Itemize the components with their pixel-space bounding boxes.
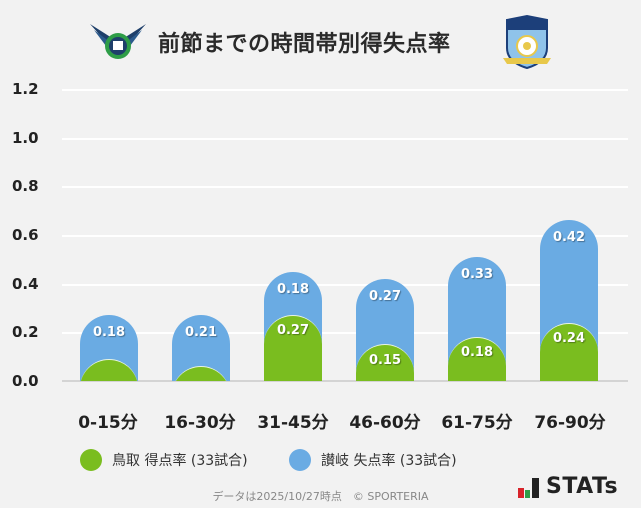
bar-sanuki-conceded [80, 315, 138, 381]
gridline [62, 235, 628, 237]
legend-label: 鳥取 得点率 (33試合) [112, 453, 248, 469]
stats-brand-logo: STATs [518, 476, 618, 498]
bar-value-label: 0.33 [460, 266, 494, 282]
bar-value-label: 0.24 [552, 330, 586, 346]
bar-value-label: 0.27 [368, 288, 402, 304]
gridline [62, 138, 628, 140]
y-tick: 0.6 [12, 226, 39, 244]
x-tick: 76-90分 [534, 413, 606, 433]
x-tick: 0-15分 [78, 413, 138, 433]
bar-value-label: 0.18 [460, 345, 494, 361]
bar-value-label: 0.15 [368, 352, 402, 368]
bar-tottori-scored [356, 344, 414, 381]
gridline [62, 89, 628, 91]
bar-tottori-scored [172, 366, 230, 381]
y-tick: 1.2 [12, 80, 39, 98]
y-tick: 1.0 [12, 129, 39, 147]
legend-label: 讃岐 失点率 (33試合) [321, 453, 457, 469]
legend-blue-dot-icon [289, 449, 311, 471]
gridline [62, 284, 628, 286]
y-tick: 0.0 [12, 372, 39, 390]
bar-sanuki-conceded [172, 315, 230, 381]
x-tick: 16-30分 [164, 413, 236, 433]
bar-value-label: 0.27 [276, 323, 310, 339]
x-tick: 61-75分 [441, 413, 513, 433]
footer-note: データは2025/10/27時点 © SPORTERIA [212, 490, 429, 503]
chart-title: 前節までの時間帯別得失点率 [158, 32, 451, 57]
bar-value-label: 0.18 [92, 325, 126, 341]
legend-item-tottori: 鳥取 得点率 (33試合) [80, 449, 248, 471]
bar-tottori-scored [80, 359, 138, 381]
legend-green-dot-icon [80, 449, 102, 471]
kamatamare-sanuki-crest-logo [503, 14, 551, 70]
bar-sanuki-conceded [356, 278, 414, 381]
bar-sanuki-conceded [448, 256, 506, 381]
y-tick: 0.2 [12, 323, 39, 341]
bar-sanuki-conceded [264, 271, 322, 381]
bar-sanuki-conceded [540, 220, 598, 381]
gridline [62, 332, 628, 334]
bar-tottori-scored [448, 337, 506, 381]
gridline [62, 186, 628, 188]
stats-brand-text: STATs [546, 474, 619, 499]
legend-item-sanuki: 讃岐 失点率 (33試合) [289, 449, 457, 471]
bar-tottori-scored [540, 322, 598, 381]
tottori-crest-logo [90, 24, 146, 59]
bar-value-label: 0.21 [184, 325, 218, 341]
stats-bars-icon [518, 478, 539, 498]
bar-value-label: 0.18 [276, 281, 310, 297]
y-tick: 0.4 [12, 275, 39, 293]
x-axis-baseline [62, 380, 628, 382]
bar-tottori-scored [264, 315, 322, 381]
x-tick: 31-45分 [257, 413, 329, 433]
bar-value-label: 0.42 [552, 230, 586, 246]
x-tick: 46-60分 [349, 413, 421, 433]
y-tick: 0.8 [12, 177, 39, 195]
